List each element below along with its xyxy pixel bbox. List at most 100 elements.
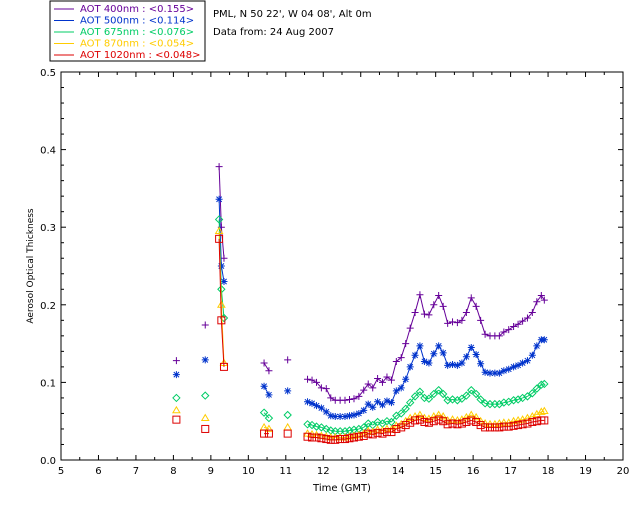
series-segment [353, 436, 359, 438]
data-point [449, 318, 457, 326]
data-point [201, 356, 209, 364]
data-point [537, 291, 545, 299]
data-point [505, 326, 513, 334]
series-3 [172, 215, 549, 436]
data-point [396, 409, 406, 418]
data-point [201, 424, 210, 433]
data-point [260, 429, 269, 438]
data-point [438, 389, 448, 399]
series-segment [428, 353, 435, 364]
data-point [392, 387, 400, 395]
data-point [476, 416, 486, 425]
data-point [345, 395, 353, 403]
data-point [392, 357, 400, 365]
data-point [411, 351, 419, 359]
series-segment [461, 312, 467, 321]
data-point [411, 309, 419, 317]
data-point [416, 342, 424, 350]
data-point [220, 254, 228, 262]
data-point [435, 342, 443, 350]
data-point [172, 415, 181, 424]
data-point [420, 310, 428, 318]
data-point [349, 433, 358, 442]
y-axis: 0.0 0.1 0.2 0.3 0.4 0.5 [40, 68, 623, 467]
data-point [264, 413, 274, 423]
series-segment [263, 412, 270, 419]
data-point [322, 435, 331, 444]
data-point [425, 359, 433, 367]
data-point [369, 384, 377, 392]
series-segment [428, 420, 434, 424]
series-segment [218, 238, 222, 321]
series-segment [513, 398, 519, 401]
data-point [264, 429, 273, 438]
data-point [215, 234, 224, 243]
data-point [415, 415, 424, 424]
data-point [284, 387, 292, 395]
data-point [528, 389, 537, 398]
data-point [327, 412, 335, 420]
x-tick-label: 9 [208, 466, 214, 477]
y-tick-label: 0.2 [40, 301, 56, 312]
data-point [378, 401, 386, 409]
data-point [354, 432, 363, 441]
series-segment [409, 419, 416, 424]
data-point [415, 410, 425, 418]
series-segment [466, 419, 472, 423]
data-point [214, 226, 224, 235]
data-point [360, 406, 368, 414]
location-text: PML, N 50 22', W 04 08', Alt 0m [213, 9, 372, 20]
data-point [434, 415, 443, 424]
series-segment [531, 345, 538, 356]
series-segment [438, 295, 444, 307]
data-point [477, 360, 485, 368]
series-segment [419, 345, 425, 362]
data-point [443, 420, 452, 429]
data-point [491, 369, 499, 377]
data-point [336, 435, 345, 444]
data-point [453, 361, 461, 369]
series-segment [396, 357, 402, 362]
data-point [537, 380, 546, 389]
series-segment [330, 430, 336, 432]
x-tick-label: 19 [579, 466, 592, 477]
series-segment [508, 425, 514, 428]
data-point [462, 353, 470, 361]
data-point [322, 385, 330, 393]
series-segment [428, 393, 435, 400]
series-segment [419, 294, 425, 315]
data-point [303, 432, 312, 441]
series-segment [531, 388, 538, 394]
data-point [458, 316, 466, 324]
series-segment [396, 426, 402, 430]
series-segment [358, 435, 364, 438]
series-segment [475, 354, 482, 364]
data-point [533, 298, 541, 306]
data-point [523, 419, 532, 428]
data-point [467, 294, 475, 302]
data-point [540, 416, 549, 425]
data-point [467, 343, 475, 351]
series-segment [316, 382, 322, 389]
data-point [307, 420, 317, 430]
series-segment [536, 295, 542, 302]
series-segment [471, 419, 477, 423]
data-point [259, 408, 269, 417]
data-point [519, 317, 527, 325]
data-point [505, 365, 513, 373]
data-point [486, 369, 494, 377]
data-point [444, 361, 452, 369]
x-tick-label: 18 [542, 466, 555, 477]
series-segment [400, 343, 407, 358]
legend: AOT 400nm : <0.155>AOT 500nm : <0.114>AO… [49, 0, 206, 62]
data-point [523, 392, 532, 401]
data-point [260, 359, 268, 367]
data-point [172, 357, 180, 365]
data-point [214, 215, 224, 224]
data-point [509, 396, 518, 405]
series-2 [172, 195, 548, 421]
data-point [397, 354, 405, 362]
legend-label: AOT 675nm : <0.076> [80, 27, 194, 38]
series-segment [531, 301, 538, 313]
